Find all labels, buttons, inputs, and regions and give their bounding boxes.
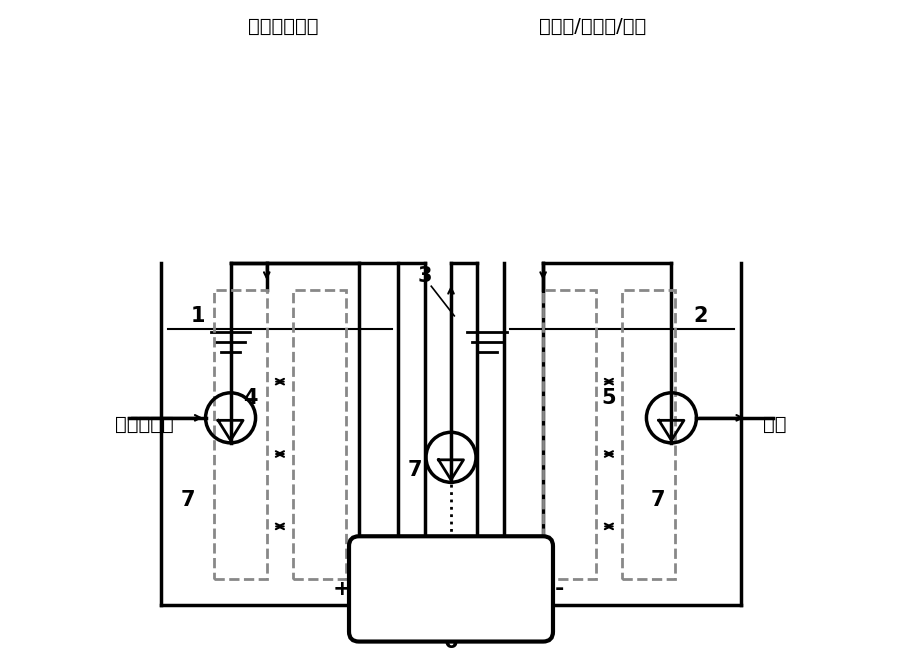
Text: -: - bbox=[555, 579, 565, 599]
Text: 7: 7 bbox=[408, 461, 422, 480]
Text: 3: 3 bbox=[418, 266, 432, 286]
Text: 1: 1 bbox=[190, 306, 205, 326]
Bar bbox=[293, 290, 345, 579]
Text: 净水: 净水 bbox=[763, 415, 787, 434]
Text: 过硫酸铵溶液: 过硫酸铵溶液 bbox=[248, 17, 318, 36]
Text: +: + bbox=[333, 579, 352, 599]
Bar bbox=[622, 290, 675, 579]
Text: 硫酸铵废水: 硫酸铵废水 bbox=[115, 415, 174, 434]
Bar bbox=[543, 290, 595, 579]
Text: 5: 5 bbox=[602, 388, 616, 408]
FancyBboxPatch shape bbox=[349, 536, 553, 642]
Bar bbox=[214, 290, 267, 579]
Text: 6: 6 bbox=[444, 632, 458, 651]
Text: 7: 7 bbox=[651, 490, 666, 510]
Text: 地表水/地下水/废水: 地表水/地下水/废水 bbox=[538, 17, 646, 36]
Text: 7: 7 bbox=[180, 490, 195, 510]
Text: 4: 4 bbox=[243, 388, 258, 408]
Text: 2: 2 bbox=[694, 306, 708, 326]
